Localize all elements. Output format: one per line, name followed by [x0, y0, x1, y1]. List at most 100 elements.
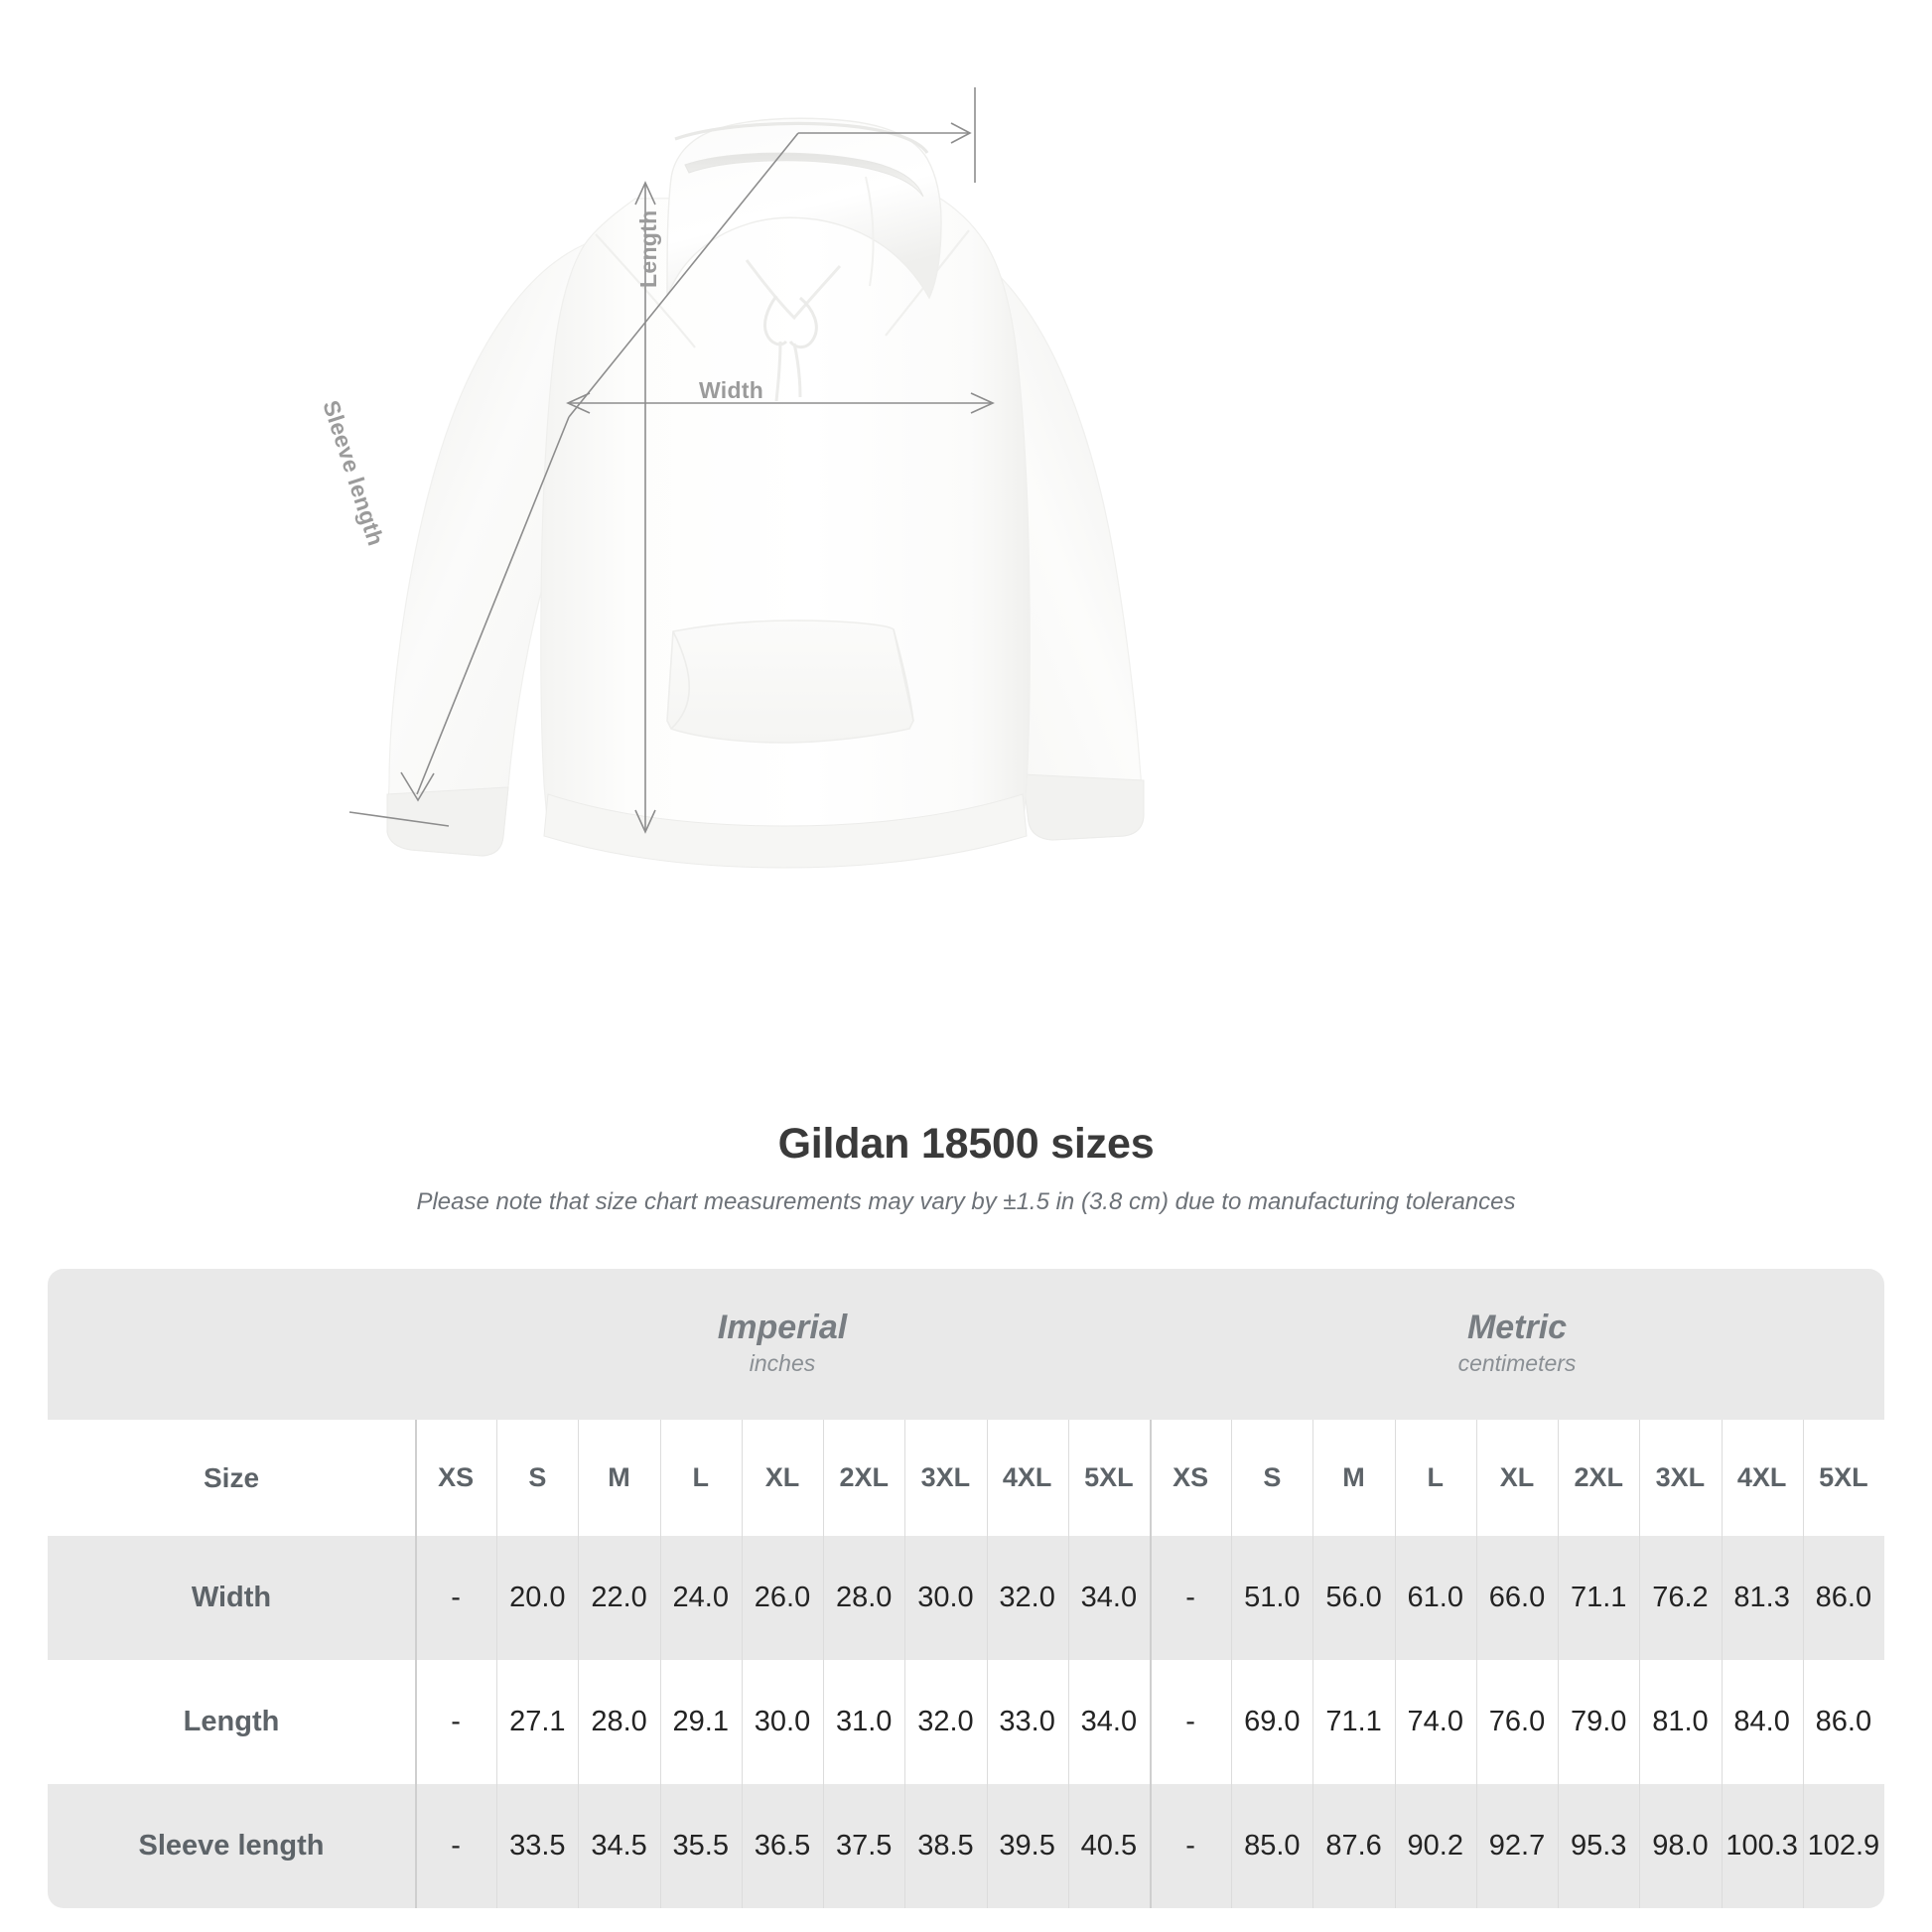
cell-sleeve-length-imperial-4xl: 39.5 [986, 1784, 1068, 1908]
sleeve-bottom-arrowhead [400, 771, 435, 802]
cell-length-imperial-xl: 30.0 [741, 1660, 824, 1784]
column-header-imperial-3xl: 3XL [904, 1420, 987, 1536]
cell-length-imperial-5xl: 34.0 [1067, 1660, 1150, 1784]
width-dimension [566, 392, 995, 414]
measurement-annotations [348, 87, 995, 834]
cell-sleeve-length-metric-xs: - [1150, 1784, 1232, 1908]
unit-name: Imperial [717, 1308, 848, 1346]
table-row: Sleeve length -33.5 34.5 35.5 36.5 37.5 38.5 39… [48, 1784, 1885, 1908]
cell-sleeve-length-imperial-l: 35.5 [659, 1784, 742, 1908]
unit-banner-imperial: Imperial inches [415, 1269, 1150, 1420]
sleeve-top-arrowhead [950, 122, 972, 144]
cell-width-metric-s: 51.0 [1231, 1536, 1313, 1660]
column-header-imperial-5xl: 5XL [1067, 1420, 1150, 1536]
cell-sleeve-length-metric-s: 85.0 [1231, 1784, 1313, 1908]
column-header-imperial-l: L [659, 1420, 742, 1536]
cell-length-metric-m: 71.1 [1312, 1660, 1395, 1784]
page-title: Gildan 18500 sizes [777, 1120, 1155, 1168]
row-label-width: Width [48, 1536, 415, 1660]
cell-length-imperial-4xl: 33.0 [986, 1660, 1068, 1784]
cell-sleeve-length-imperial-2xl: 37.5 [823, 1784, 905, 1908]
cell-length-metric-3xl: 81.0 [1639, 1660, 1722, 1784]
cell-length-metric-s: 69.0 [1231, 1660, 1313, 1784]
cell-sleeve-length-metric-3xl: 98.0 [1639, 1784, 1722, 1908]
table-row: Length -27.1 28.0 29.1 30.0 31.0 32.0 33.0 34.0-… [48, 1660, 1885, 1784]
cell-width-imperial-5xl: 34.0 [1067, 1536, 1150, 1660]
size-chart-table: Imperial inches Metric centimeters Size XS S M L… [48, 1269, 1885, 1908]
width-arrowhead-left [566, 392, 591, 414]
cell-sleeve-length-metric-l: 90.2 [1394, 1784, 1476, 1908]
column-header-metric-2xl: 2XL [1558, 1420, 1640, 1536]
cell-length-imperial-l: 29.1 [659, 1660, 742, 1784]
length-dimension-label: Length [635, 209, 661, 288]
kangaroo-pocket [666, 620, 914, 744]
column-header-imperial-m: M [578, 1420, 660, 1536]
row-label-sleeve-length: Sleeve length [48, 1784, 415, 1908]
cell-sleeve-length-imperial-m: 34.5 [578, 1784, 660, 1908]
column-header-metric-3xl: 3XL [1639, 1420, 1722, 1536]
column-header-imperial-xs: XS [415, 1420, 497, 1536]
column-header-metric-4xl: 4XL [1721, 1420, 1803, 1536]
column-header-metric-xl: XL [1475, 1420, 1559, 1536]
drawcord-right [788, 296, 818, 348]
length-arrowhead-bottom [634, 809, 656, 834]
hood-center-fold [865, 176, 875, 287]
cell-width-metric-2xl: 71.1 [1558, 1536, 1640, 1660]
cell-width-metric-4xl: 81.3 [1721, 1536, 1803, 1660]
column-header-metric-5xl: 5XL [1802, 1420, 1885, 1536]
cell-length-metric-xl: 76.0 [1475, 1660, 1559, 1784]
hood-drawstring-channel [674, 121, 929, 154]
cell-width-imperial-3xl: 30.0 [904, 1536, 987, 1660]
unit-subtitle: centimeters [1457, 1349, 1577, 1376]
cell-sleeve-length-imperial-xs: - [415, 1784, 497, 1908]
column-header-imperial-xl: XL [741, 1420, 824, 1536]
cell-width-metric-l: 61.0 [1394, 1536, 1476, 1660]
pocket-left-opening [670, 630, 690, 730]
neck-opening [745, 259, 842, 321]
cell-sleeve-length-metric-xl: 92.7 [1475, 1784, 1559, 1908]
drawcord-tail-left [774, 341, 782, 402]
left-shoulder-seam [595, 233, 696, 348]
pocket-right-opening [893, 628, 914, 722]
hoodie-illustration [348, 87, 1145, 869]
size-chart-table-wrapper: Imperial inches Metric centimeters Size XS S M L… [48, 1269, 1885, 1908]
width-arrowhead-right [970, 392, 995, 414]
cell-length-metric-xs: - [1150, 1660, 1232, 1784]
cell-length-metric-5xl: 86.0 [1802, 1660, 1885, 1784]
cell-sleeve-length-imperial-s: 33.5 [496, 1784, 579, 1908]
table-row: Width -20.0 22.0 24.0 26.0 28.0 30.0 32.0 34.0-5… [48, 1536, 1885, 1660]
cell-sleeve-length-imperial-3xl: 38.5 [904, 1784, 987, 1908]
title-block: Gildan 18500 sizes Please note that size… [0, 1120, 1932, 1216]
column-header-metric-xs: XS [1150, 1420, 1232, 1536]
cell-width-metric-m: 56.0 [1312, 1536, 1395, 1660]
cell-sleeve-length-metric-2xl: 95.3 [1558, 1784, 1640, 1908]
cell-sleeve-length-metric-m: 87.6 [1312, 1784, 1395, 1908]
length-dimension [634, 181, 656, 834]
cell-length-imperial-2xl: 31.0 [823, 1660, 905, 1784]
cell-length-imperial-xs: - [415, 1660, 497, 1784]
cell-width-metric-3xl: 76.2 [1639, 1536, 1722, 1660]
cell-sleeve-length-metric-5xl: 102.9 [1802, 1784, 1885, 1908]
column-header-imperial-s: S [496, 1420, 579, 1536]
cell-width-metric-xl: 66.0 [1475, 1536, 1559, 1660]
column-header-imperial-2xl: 2XL [823, 1420, 905, 1536]
hoodie-body-shape [386, 117, 1145, 869]
unit-banner-row: Imperial inches Metric centimeters [48, 1269, 1885, 1420]
cell-width-imperial-xl: 26.0 [741, 1536, 824, 1660]
sleeve-length-dimension [348, 87, 976, 827]
left-cuff [386, 786, 509, 857]
cell-sleeve-length-imperial-xl: 36.5 [741, 1784, 824, 1908]
size-header-row: Size XS S M L XL 2XL 3XL 4XL 5XL XS S M L XL 2XL 3XL 4XL 5… [48, 1420, 1885, 1536]
unit-name: Metric [1466, 1308, 1568, 1346]
column-header-size: Size [48, 1420, 415, 1536]
body-panel [540, 196, 1031, 861]
length-arrowhead-top [634, 181, 656, 206]
cell-width-imperial-4xl: 32.0 [986, 1536, 1068, 1660]
right-cuff [1022, 773, 1145, 841]
width-dimension-label: Width [699, 377, 764, 403]
column-header-metric-m: M [1312, 1420, 1395, 1536]
garment-diagram: Length Width Sleeve length [318, 87, 1145, 869]
sleeve-lower-diagonal [416, 416, 570, 795]
drawcord-tail-right [792, 343, 802, 398]
cell-length-imperial-s: 27.1 [496, 1660, 579, 1784]
